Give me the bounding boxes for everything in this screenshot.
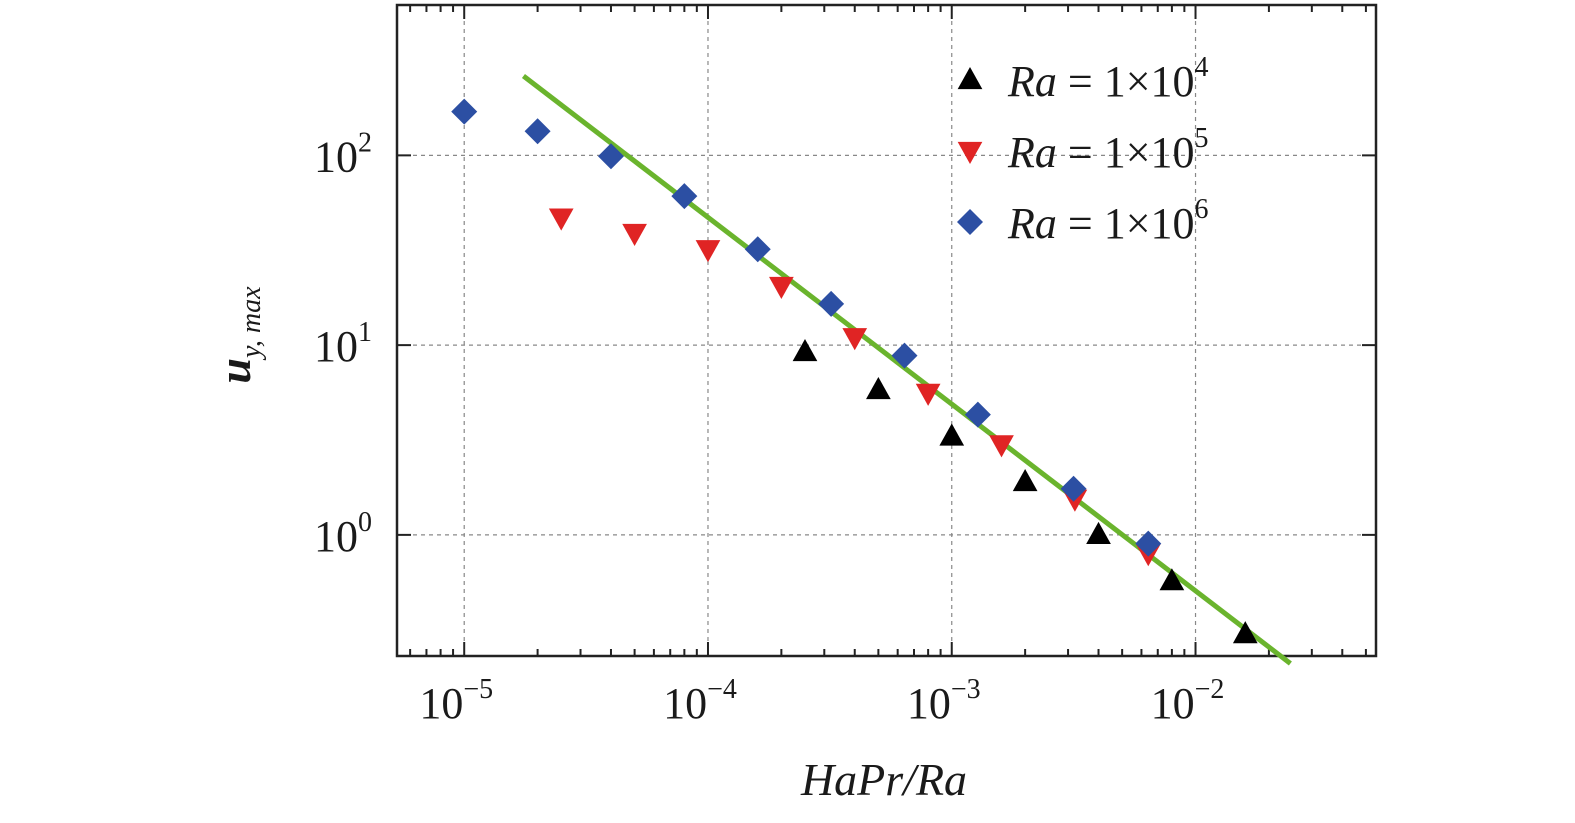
series-0-point-0 [792,338,818,362]
grid [397,5,1376,656]
series-2-point-8 [1060,475,1087,502]
fit-line [521,74,1292,666]
series-1-point-0 [548,208,574,231]
legend: Ra = 1×104 Ra = 1×105 Ra = 1×106 [957,52,1209,248]
series-2-point-0 [451,98,478,125]
y-tick-label-2: 102 [314,127,372,181]
plot-frame [395,3,1378,658]
x-axis-label: HaPr/Ra [800,754,967,805]
series-2-point-4 [744,236,771,263]
y-axis-label-main: u [209,358,260,384]
legend-marker-1 [957,141,983,164]
x-tick-label-3: 10−2 [1151,674,1225,728]
series-1-point-4 [842,328,868,351]
legend-label-2: Ra = 1×106 [1007,194,1209,248]
series-2-point-3 [671,183,698,210]
series-1-point-3 [769,276,794,299]
series-2-point-7 [964,401,991,428]
series-2-point-6 [891,342,918,369]
x-tick-label-2: 10−3 [907,674,981,728]
series-1-point-6 [989,435,1014,458]
fit-line-group [521,74,1292,666]
x-tick-labels: 10−5 10−4 10−3 10−2 [419,674,1224,728]
y-tick-label-1: 101 [314,317,372,371]
legend-marker-2 [957,209,983,235]
x-tick-label-0: 10−5 [419,674,493,728]
legend-label-0: Ra = 1×104 [1007,52,1209,106]
data-points [451,98,1258,644]
x-tick-label-1: 10−4 [663,674,737,728]
series-2-point-5 [818,290,845,317]
y-tick-labels: 100 101 102 [314,127,372,561]
series-2-point-9 [1135,530,1162,557]
series-1-point-5 [915,383,941,406]
series-0-point-3 [1012,468,1038,492]
series-0-point-4 [1086,521,1111,544]
y-axis-label: uy, max [209,286,267,384]
series-1-point-2 [695,240,721,263]
y-axis-label-sub: y, max [236,286,267,361]
series-0-point-5 [1159,568,1185,591]
legend-label-1: Ra = 1×105 [1007,123,1209,177]
legend-marker-0 [957,67,983,90]
series-0-point-6 [1232,621,1258,644]
y-tick-label-0: 100 [314,507,372,561]
series-2-point-2 [597,143,624,170]
series-1-point-1 [622,223,647,246]
series-0-point-1 [866,377,891,400]
series-0-point-2 [939,423,965,446]
axis-ticks [397,5,1376,656]
series-2-point-1 [524,118,551,145]
